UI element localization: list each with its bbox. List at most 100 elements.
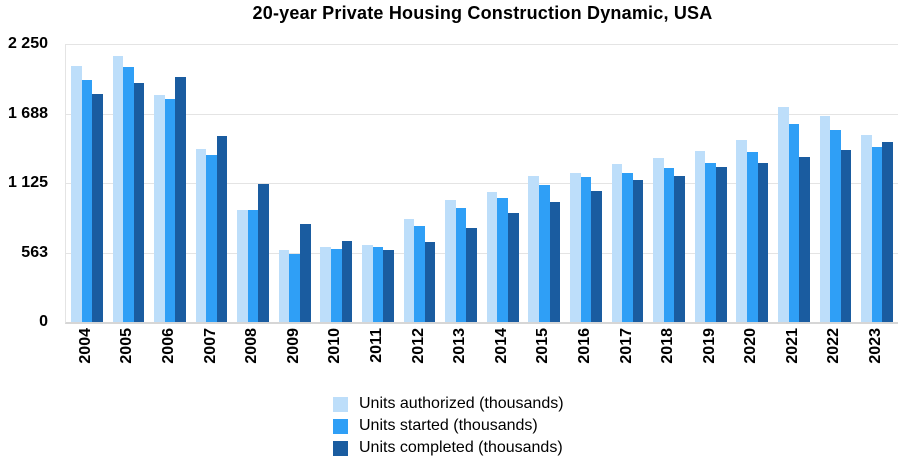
bar-authorized-2020	[736, 140, 747, 322]
bar-completed-2014	[508, 212, 519, 322]
bar-group-2016	[565, 44, 607, 322]
bar-started-2019	[705, 162, 716, 322]
x-tick-cell-2010: 2010	[315, 328, 357, 390]
x-axis: 2004 2005 2006 2007 2008 2009 2010 2011 2012 2013…	[65, 328, 897, 390]
bar-group-2004	[66, 44, 108, 322]
bar-started-2022	[830, 130, 841, 322]
bar-completed-2005	[133, 83, 145, 322]
legend-swatch-completed-icon	[333, 440, 348, 456]
x-tick-label-2006: 2006	[159, 328, 177, 364]
bar-started-2012	[414, 225, 425, 322]
bar-completed-2011	[383, 249, 394, 322]
bar-authorized-2013	[445, 199, 456, 322]
plot-area	[65, 44, 898, 324]
bars-row	[66, 44, 898, 322]
x-tick-cell-2014: 2014	[481, 328, 523, 390]
x-tick-label-2014: 2014	[492, 328, 510, 364]
bar-started-2011	[372, 246, 384, 322]
bar-completed-2015	[549, 202, 561, 322]
bar-group-2007	[191, 44, 233, 322]
y-tick-label-1688: 1 688	[7, 104, 48, 122]
bar-authorized-2006	[154, 94, 165, 322]
bar-started-2010	[331, 249, 342, 322]
x-tick-cell-2006: 2006	[148, 328, 190, 390]
legend-swatch-started-icon	[333, 418, 348, 434]
bar-authorized-2019	[694, 150, 706, 322]
x-tick-cell-2022: 2022	[814, 328, 856, 390]
bar-completed-2016	[591, 191, 602, 322]
legend-item-completed: Units completed (thousands)	[333, 439, 564, 457]
bar-completed-2004	[92, 94, 103, 322]
gridline-563	[66, 252, 898, 254]
x-tick-cell-2011: 2011	[356, 328, 398, 390]
gridline-1125	[66, 183, 898, 184]
bar-group-2012	[399, 44, 441, 322]
bar-group-2011	[357, 44, 399, 322]
x-tick-label-2012: 2012	[409, 328, 427, 364]
bar-started-2017	[622, 173, 633, 322]
x-tick-cell-2017: 2017	[606, 328, 648, 390]
x-tick-cell-2019: 2019	[689, 328, 731, 390]
x-tick-label-2023: 2023	[867, 328, 885, 364]
bar-group-2023	[856, 44, 898, 322]
x-tick-cell-2015: 2015	[523, 328, 565, 390]
y-tick-label-563: 563	[21, 243, 48, 261]
x-tick-label-2015: 2015	[534, 328, 552, 364]
bar-started-2015	[539, 184, 550, 322]
legend-item-started: Units started (thousands)	[333, 417, 564, 435]
bar-completed-2023	[882, 142, 893, 322]
bar-group-2018	[648, 44, 690, 322]
bar-group-2010	[316, 44, 358, 322]
bar-authorized-2017	[611, 163, 623, 322]
x-tick-label-2019: 2019	[700, 328, 718, 364]
bar-authorized-2012	[403, 219, 415, 322]
x-tick-cell-2020: 2020	[731, 328, 773, 390]
bar-started-2014	[497, 198, 509, 322]
bar-completed-2009	[300, 223, 311, 322]
bar-authorized-2007	[195, 149, 207, 322]
x-tick-cell-2013: 2013	[439, 328, 481, 390]
bar-started-2023	[871, 147, 883, 322]
x-tick-label-2005: 2005	[118, 328, 136, 364]
bar-completed-2010	[341, 241, 353, 322]
x-tick-label-2010: 2010	[326, 328, 344, 364]
bar-started-2009	[289, 253, 301, 322]
x-tick-cell-2005: 2005	[107, 328, 149, 390]
gridline-1688	[66, 113, 898, 115]
bar-authorized-2004	[70, 66, 82, 322]
x-tick-label-2022: 2022	[825, 328, 843, 364]
bar-group-2020	[732, 44, 774, 322]
x-tick-cell-2023: 2023	[855, 328, 897, 390]
y-tick-label-2250: 2 250	[7, 35, 48, 52]
bar-authorized-2011	[362, 244, 373, 322]
bar-started-2020	[747, 151, 758, 322]
bar-completed-2007	[216, 136, 228, 322]
x-tick-cell-2021: 2021	[772, 328, 814, 390]
legend-label-completed: Units completed (thousands)	[359, 439, 563, 456]
bar-authorized-2022	[819, 116, 831, 322]
bar-completed-2013	[466, 227, 478, 322]
bar-group-2022	[815, 44, 857, 322]
x-tick-cell-2016: 2016	[564, 328, 606, 390]
x-tick-cell-2018: 2018	[647, 328, 689, 390]
bar-group-2006	[149, 44, 191, 322]
x-tick-cell-2009: 2009	[273, 328, 315, 390]
bar-authorized-2014	[486, 192, 498, 322]
bar-completed-2008	[258, 183, 270, 322]
x-tick-cell-2007: 2007	[190, 328, 232, 390]
x-tick-label-2017: 2017	[617, 328, 635, 364]
bar-completed-2012	[424, 241, 436, 322]
bar-started-2005	[123, 66, 134, 322]
bar-started-2004	[81, 80, 93, 322]
x-tick-label-2004: 2004	[76, 328, 94, 364]
bar-group-2009	[274, 44, 316, 322]
bar-started-2006	[164, 99, 176, 322]
bar-authorized-2008	[237, 210, 248, 322]
y-tick-label-1125: 1 125	[7, 174, 48, 191]
bar-group-2008	[232, 44, 274, 322]
x-tick-label-2011: 2011	[367, 328, 385, 363]
y-axis: 0 563 1 125 1 688 2 250	[0, 36, 48, 330]
x-tick-label-2021: 2021	[783, 328, 801, 364]
bar-completed-2017	[632, 179, 644, 322]
